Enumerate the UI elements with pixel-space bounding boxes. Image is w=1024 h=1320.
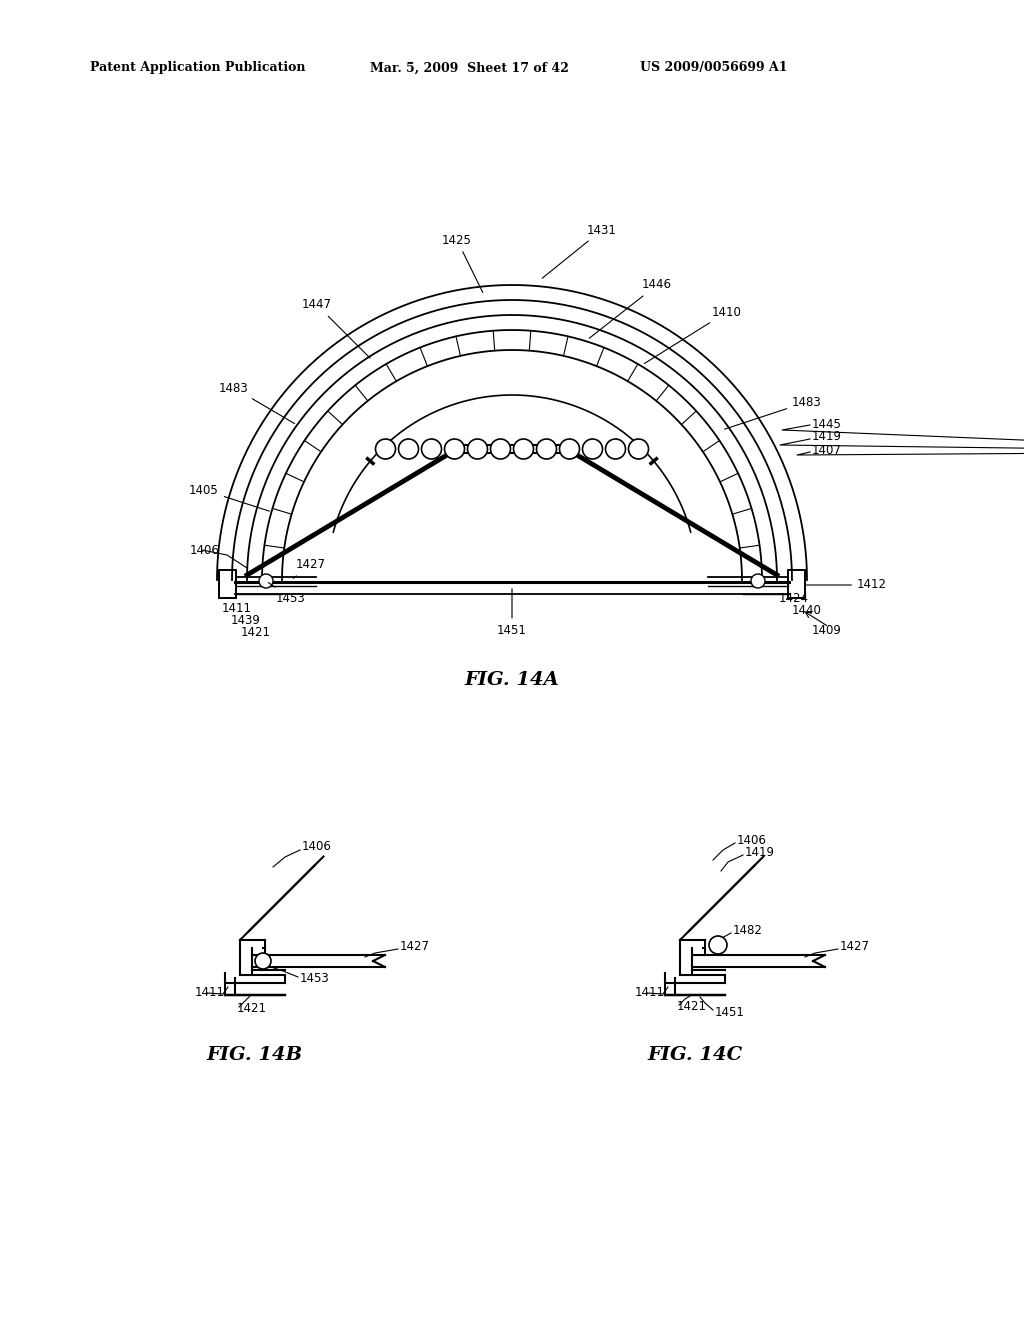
- Circle shape: [376, 440, 395, 459]
- Circle shape: [605, 440, 626, 459]
- Text: 1445: 1445: [812, 418, 842, 432]
- Circle shape: [537, 440, 556, 459]
- Text: 1407: 1407: [812, 444, 842, 457]
- Text: 1410: 1410: [644, 305, 742, 363]
- Text: 1453: 1453: [268, 582, 306, 605]
- Circle shape: [709, 936, 727, 954]
- Circle shape: [468, 440, 487, 459]
- Text: 1447: 1447: [302, 298, 370, 358]
- Text: 1411: 1411: [635, 986, 665, 999]
- Text: 1421: 1421: [237, 1002, 267, 1015]
- Text: 1405: 1405: [189, 483, 269, 511]
- Text: 1406: 1406: [190, 544, 220, 557]
- Text: FIG. 14A: FIG. 14A: [465, 671, 559, 689]
- Text: 1406: 1406: [737, 833, 767, 846]
- Text: 1482: 1482: [733, 924, 763, 936]
- Text: 1419: 1419: [745, 846, 775, 858]
- Text: 1439: 1439: [231, 614, 261, 627]
- Text: 1411: 1411: [195, 986, 225, 999]
- Text: FIG. 14C: FIG. 14C: [647, 1045, 742, 1064]
- Bar: [219, 570, 236, 598]
- Text: 1412: 1412: [805, 578, 887, 591]
- Circle shape: [255, 953, 271, 969]
- Text: US 2009/0056699 A1: US 2009/0056699 A1: [640, 62, 787, 74]
- Text: 1409: 1409: [812, 623, 842, 636]
- Text: 1483: 1483: [725, 396, 822, 429]
- Circle shape: [398, 440, 419, 459]
- Text: Patent Application Publication: Patent Application Publication: [90, 62, 305, 74]
- Text: 1427: 1427: [840, 940, 870, 953]
- Circle shape: [559, 440, 580, 459]
- Text: 1427: 1427: [400, 940, 430, 953]
- Circle shape: [490, 440, 511, 459]
- Circle shape: [583, 440, 602, 459]
- Circle shape: [629, 440, 648, 459]
- Text: 1427: 1427: [293, 558, 326, 578]
- Text: 1406: 1406: [302, 841, 332, 854]
- Text: 1411: 1411: [222, 602, 252, 615]
- Bar: [788, 570, 805, 598]
- Text: 1425: 1425: [442, 234, 482, 293]
- Text: Mar. 5, 2009  Sheet 17 of 42: Mar. 5, 2009 Sheet 17 of 42: [370, 62, 569, 74]
- Text: 1421: 1421: [677, 1001, 707, 1014]
- Text: 1446: 1446: [589, 279, 672, 338]
- Text: 1424: 1424: [779, 591, 809, 605]
- Circle shape: [751, 574, 765, 587]
- Text: 1451: 1451: [715, 1006, 744, 1019]
- Circle shape: [513, 440, 534, 459]
- Text: 1483: 1483: [219, 381, 295, 424]
- Text: 1451: 1451: [497, 589, 527, 636]
- Text: 1431: 1431: [542, 223, 616, 279]
- Text: 1453: 1453: [300, 973, 330, 986]
- Circle shape: [259, 574, 273, 587]
- Text: 1419: 1419: [812, 430, 842, 444]
- Circle shape: [422, 440, 441, 459]
- Text: 1421: 1421: [241, 626, 271, 639]
- Circle shape: [444, 440, 465, 459]
- Text: 1440: 1440: [792, 603, 822, 616]
- Text: FIG. 14B: FIG. 14B: [207, 1045, 303, 1064]
